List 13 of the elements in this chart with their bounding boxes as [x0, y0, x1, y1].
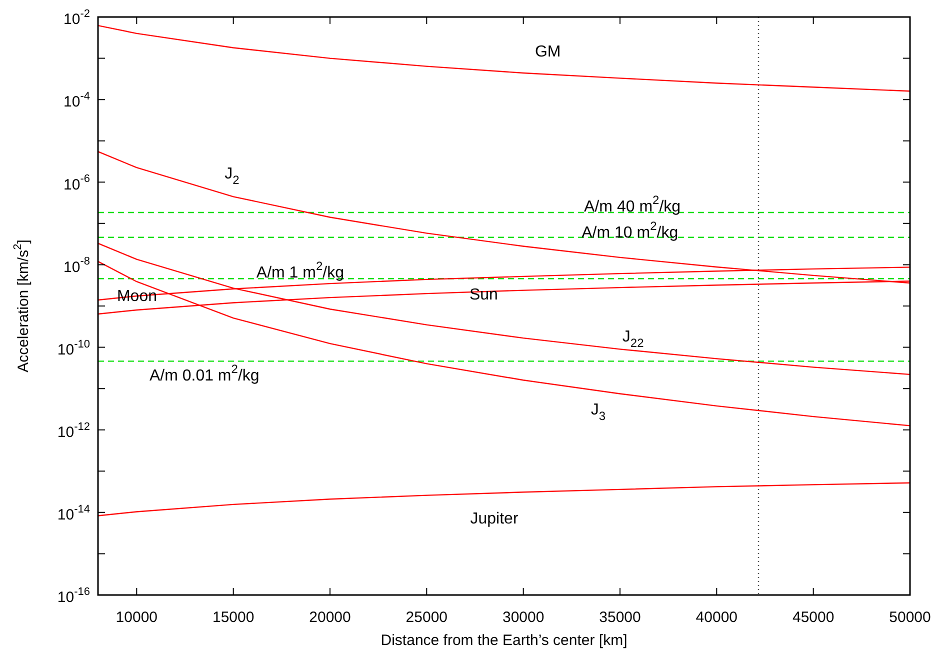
x-tick-label: 45000: [792, 609, 834, 626]
series-label: GM: [534, 44, 561, 61]
y-axis-title: Acceleration [km/s2]: [12, 240, 32, 372]
x-tick-label: 40000: [696, 609, 738, 626]
series-label: Jupiter: [470, 510, 519, 528]
x-tick-label: 15000: [212, 609, 254, 626]
x-tick-label: 30000: [502, 609, 544, 626]
x-tick-label: 20000: [309, 609, 351, 626]
x-tick-label: 25000: [406, 609, 448, 626]
x-tick-label: 50000: [889, 609, 931, 626]
x-axis-title: Distance from the Earth’s center [km]: [380, 632, 628, 650]
x-tick-label: 10000: [116, 609, 158, 626]
x-tick-label: 35000: [599, 609, 641, 626]
